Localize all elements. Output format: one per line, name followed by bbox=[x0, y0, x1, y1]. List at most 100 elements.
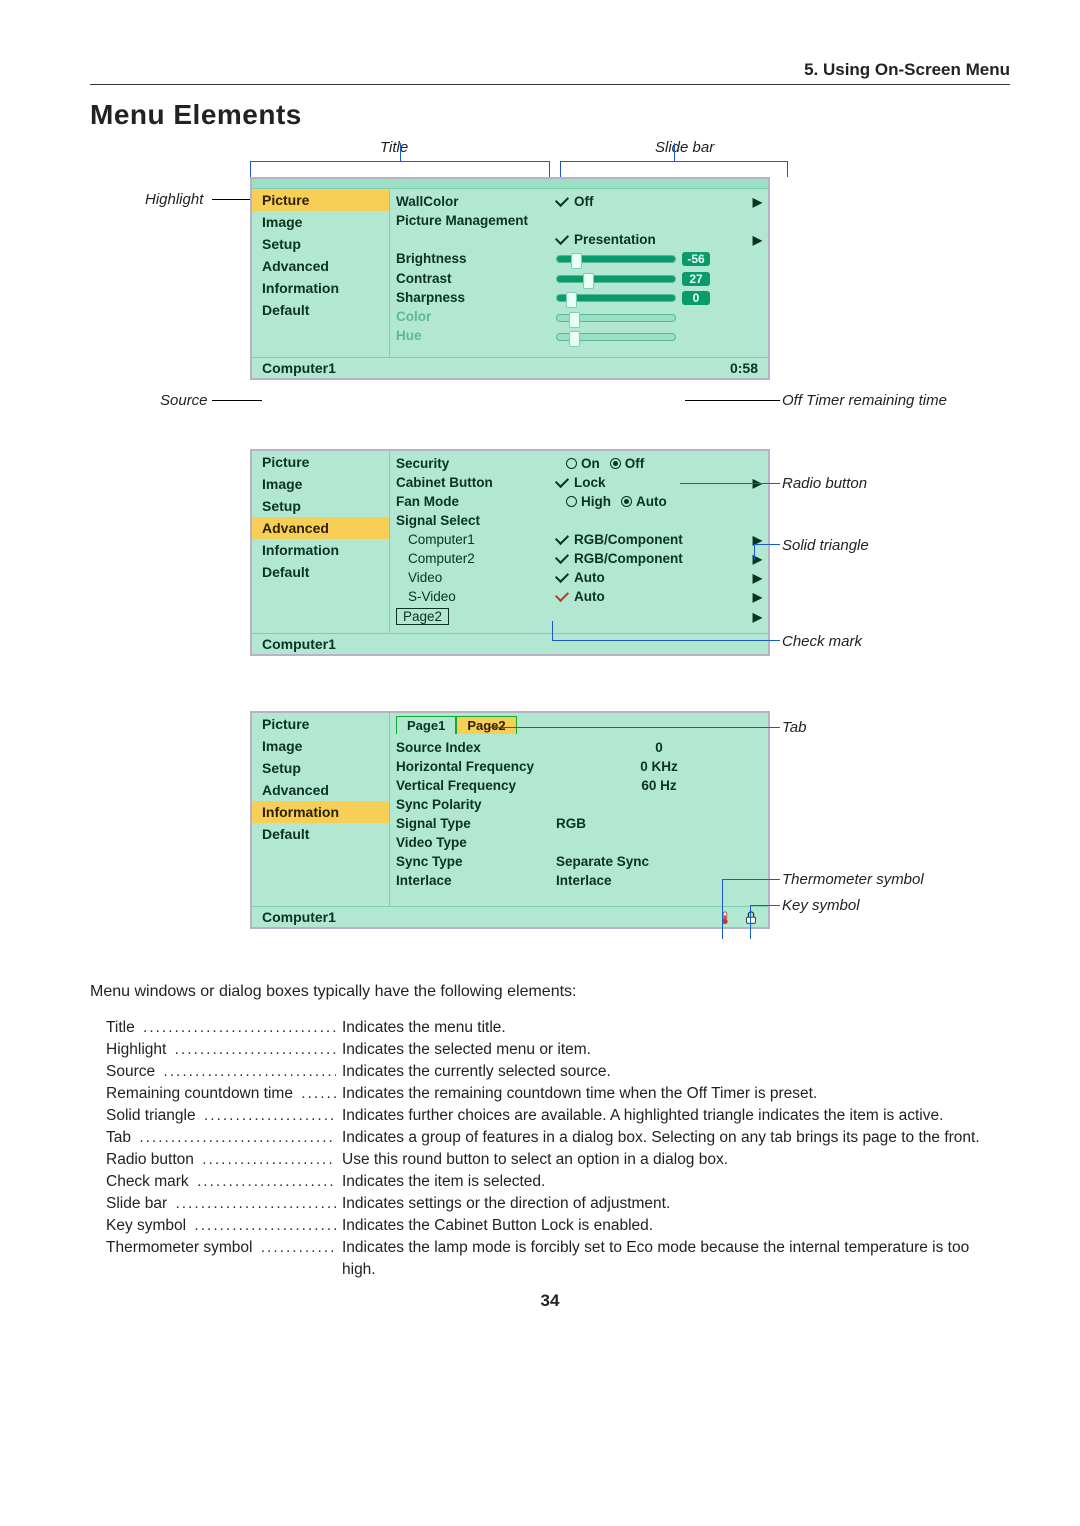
triangle-icon[interactable]: ▶ bbox=[746, 571, 762, 585]
value: RGB/Component bbox=[574, 551, 683, 566]
row-srcidx: Source Index bbox=[396, 740, 556, 755]
leader bbox=[685, 400, 780, 401]
sidebar-item-image[interactable]: Image bbox=[252, 735, 389, 757]
definition-row: Check mark Indicates the item is selecte… bbox=[106, 1173, 1010, 1191]
leader bbox=[552, 640, 780, 641]
sidebar-item-info[interactable]: Information bbox=[252, 801, 389, 823]
definition-row: Radio button Use this round button to se… bbox=[106, 1151, 1010, 1169]
triangle-icon[interactable]: ▶ bbox=[746, 195, 762, 209]
row-wallcolor[interactable]: WallColor bbox=[396, 194, 556, 209]
section-heading: Menu Elements bbox=[90, 99, 1010, 131]
definition-term: Title bbox=[106, 1019, 336, 1037]
menu-window-picture: Picture Image Setup Advanced Information… bbox=[250, 177, 770, 380]
sidebar-item-image[interactable]: Image bbox=[252, 211, 389, 233]
status-source: Computer1 bbox=[252, 909, 390, 925]
row-comp2[interactable]: Computer2 bbox=[396, 551, 556, 566]
tab-page1[interactable]: Page1 bbox=[396, 716, 456, 734]
radio-on[interactable] bbox=[566, 458, 577, 469]
definition-desc: Indicates the lamp mode is forcibly set … bbox=[336, 1239, 1010, 1257]
chapter-title: 5. Using On-Screen Menu bbox=[90, 60, 1010, 85]
sidebar-item-info[interactable]: Information bbox=[252, 539, 389, 561]
definition-term: Slide bar bbox=[106, 1195, 336, 1213]
leader bbox=[722, 879, 780, 880]
row-sharpness[interactable]: Sharpness bbox=[396, 290, 556, 305]
tab-page2[interactable]: Page2 bbox=[456, 716, 516, 734]
bracket-title bbox=[250, 161, 550, 177]
definition-desc: Indicates further choices are available.… bbox=[336, 1107, 1010, 1125]
row-interlace: Interlace bbox=[396, 873, 556, 888]
sidebar-item-setup[interactable]: Setup bbox=[252, 757, 389, 779]
sidebar-item-advanced[interactable]: Advanced bbox=[252, 517, 389, 539]
row-cabinet[interactable]: Cabinet Button bbox=[396, 475, 556, 490]
row-picmgmt[interactable]: Picture Management bbox=[396, 213, 556, 228]
sidebar-item-default[interactable]: Default bbox=[252, 561, 389, 583]
sidebar-item-default[interactable]: Default bbox=[252, 299, 389, 321]
radio-off[interactable] bbox=[610, 458, 621, 469]
slider-brightness[interactable] bbox=[556, 255, 676, 263]
radio-label: Auto bbox=[636, 494, 667, 509]
sidebar-item-advanced[interactable]: Advanced bbox=[252, 779, 389, 801]
triangle-icon[interactable]: ▶ bbox=[746, 590, 762, 604]
value: Off bbox=[574, 194, 594, 209]
sidebar-item-setup[interactable]: Setup bbox=[252, 233, 389, 255]
row-svideo[interactable]: S-Video bbox=[396, 589, 556, 604]
sidebar-item-image[interactable]: Image bbox=[252, 473, 389, 495]
leader bbox=[674, 143, 675, 161]
row-page2[interactable]: Page2 bbox=[396, 608, 449, 625]
leader bbox=[490, 727, 780, 728]
leader bbox=[212, 199, 250, 200]
row-hfreq: Horizontal Frequency bbox=[396, 759, 556, 774]
row-brightness[interactable]: Brightness bbox=[396, 251, 556, 266]
leader bbox=[552, 621, 553, 641]
radio-auto[interactable] bbox=[621, 496, 632, 507]
row-contrast[interactable]: Contrast bbox=[396, 271, 556, 286]
row-comp1[interactable]: Computer1 bbox=[396, 532, 556, 547]
sidebar-item-info[interactable]: Information bbox=[252, 277, 389, 299]
row-video[interactable]: Video bbox=[396, 570, 556, 585]
definition-term: Source bbox=[106, 1063, 336, 1081]
radio-high[interactable] bbox=[566, 496, 577, 507]
slider-sharpness[interactable] bbox=[556, 294, 676, 302]
definition-term: Remaining countdown time bbox=[106, 1085, 336, 1103]
leader bbox=[400, 143, 401, 161]
sidebar-item-setup[interactable]: Setup bbox=[252, 495, 389, 517]
sidebar-item-advanced[interactable]: Advanced bbox=[252, 255, 389, 277]
value: Presentation bbox=[574, 232, 656, 247]
definition-term: Key symbol bbox=[106, 1217, 336, 1235]
value: Separate Sync bbox=[556, 854, 762, 869]
slider-contrast[interactable] bbox=[556, 275, 676, 283]
sidebar-item-picture[interactable]: Picture bbox=[252, 451, 389, 473]
row-fanmode[interactable]: Fan Mode bbox=[396, 494, 556, 509]
triangle-icon[interactable]: ▶ bbox=[746, 610, 762, 624]
leader bbox=[750, 905, 751, 939]
leader bbox=[680, 483, 780, 484]
label-solidtri: Solid triangle bbox=[782, 537, 869, 554]
leader bbox=[750, 905, 780, 906]
definition-desc: Indicates a group of features in a dialo… bbox=[336, 1129, 1010, 1147]
definition-desc: Indicates the remaining countdown time w… bbox=[336, 1085, 1010, 1103]
label-title: Title bbox=[380, 139, 408, 156]
definition-term: Tab bbox=[106, 1129, 336, 1147]
label-thermo: Thermometer symbol bbox=[782, 871, 924, 888]
definition-desc-cont: high. bbox=[106, 1261, 1010, 1279]
sidebar-item-picture[interactable]: Picture bbox=[252, 713, 389, 735]
definition-row: Thermometer symbol Indicates the lamp mo… bbox=[106, 1239, 1010, 1257]
definition-term: Highlight bbox=[106, 1041, 336, 1059]
row-vidtype: Video Type bbox=[396, 835, 556, 850]
label-offtimer: Off Timer remaining time bbox=[782, 392, 962, 409]
triangle-icon[interactable]: ▶ bbox=[746, 233, 762, 247]
row-security[interactable]: Security bbox=[396, 456, 556, 471]
label-radiobtn: Radio button bbox=[782, 475, 867, 492]
definition-desc: Indicates settings or the direction of a… bbox=[336, 1195, 1010, 1213]
menu-elements-diagram: Title Slide bar Highlight Source Off Tim… bbox=[90, 139, 970, 1079]
value: RGB/Component bbox=[574, 532, 683, 547]
slider-value: 27 bbox=[682, 272, 710, 286]
key-icon bbox=[744, 911, 758, 925]
definition-row: Solid triangle Indicates further choices… bbox=[106, 1107, 1010, 1125]
sidebar-item-picture[interactable]: Picture bbox=[252, 189, 389, 211]
label-tab: Tab bbox=[782, 719, 806, 736]
value: RGB bbox=[556, 816, 762, 831]
sidebar-item-default[interactable]: Default bbox=[252, 823, 389, 845]
value: 0 KHz bbox=[556, 759, 762, 774]
label-key: Key symbol bbox=[782, 897, 860, 914]
